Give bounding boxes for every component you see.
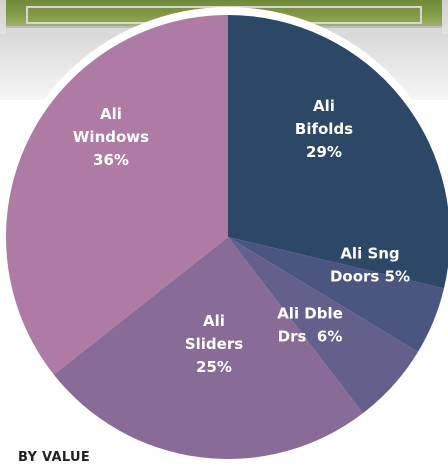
slice-label-line: Ali bbox=[100, 105, 122, 123]
slice-ali-bifolds bbox=[228, 15, 448, 289]
slice-label-line: Ali Sng bbox=[340, 245, 399, 263]
slice-ali-dble-drs bbox=[228, 237, 418, 414]
slice-ali-sng-doors-label: Ali Sng Doors 5% bbox=[330, 245, 410, 286]
slice-ali-windows bbox=[6, 15, 229, 375]
slice-ali-sliders bbox=[53, 237, 363, 459]
slice-label-line: Windows bbox=[73, 128, 149, 146]
slice-label-line: Ali Dble bbox=[277, 305, 343, 323]
slice-ali-bifolds-label: Ali Bifolds 29% bbox=[295, 97, 353, 161]
slice-label-line: 36% bbox=[93, 151, 129, 169]
slice-label-line: Doors 5% bbox=[330, 268, 410, 286]
slice-label-line: Sliders bbox=[185, 335, 243, 353]
slice-ali-dble-drs-label: Ali Dble Drs 6% bbox=[277, 305, 343, 346]
slice-label-line: Drs 6% bbox=[278, 328, 343, 346]
slice-label-line: Ali bbox=[313, 97, 335, 115]
pie-labels: Ali Bifolds 29% Ali Sng Doors 5% Ali Dble Drs … bbox=[73, 97, 410, 376]
slice-label-line: Bifolds bbox=[295, 120, 353, 138]
slice-ali-sng-doors bbox=[228, 237, 444, 352]
slice-ali-sliders-label: Ali Sliders 25% bbox=[185, 312, 243, 376]
slice-label-line: Ali bbox=[203, 312, 225, 330]
slice-label-line: 29% bbox=[306, 143, 342, 161]
pie-slices bbox=[6, 15, 448, 459]
slice-ali-windows-label: Ali Windows 36% bbox=[73, 105, 149, 169]
slice-label-line: 25% bbox=[196, 358, 232, 376]
by-value-label: BY VALUE bbox=[18, 450, 91, 465]
